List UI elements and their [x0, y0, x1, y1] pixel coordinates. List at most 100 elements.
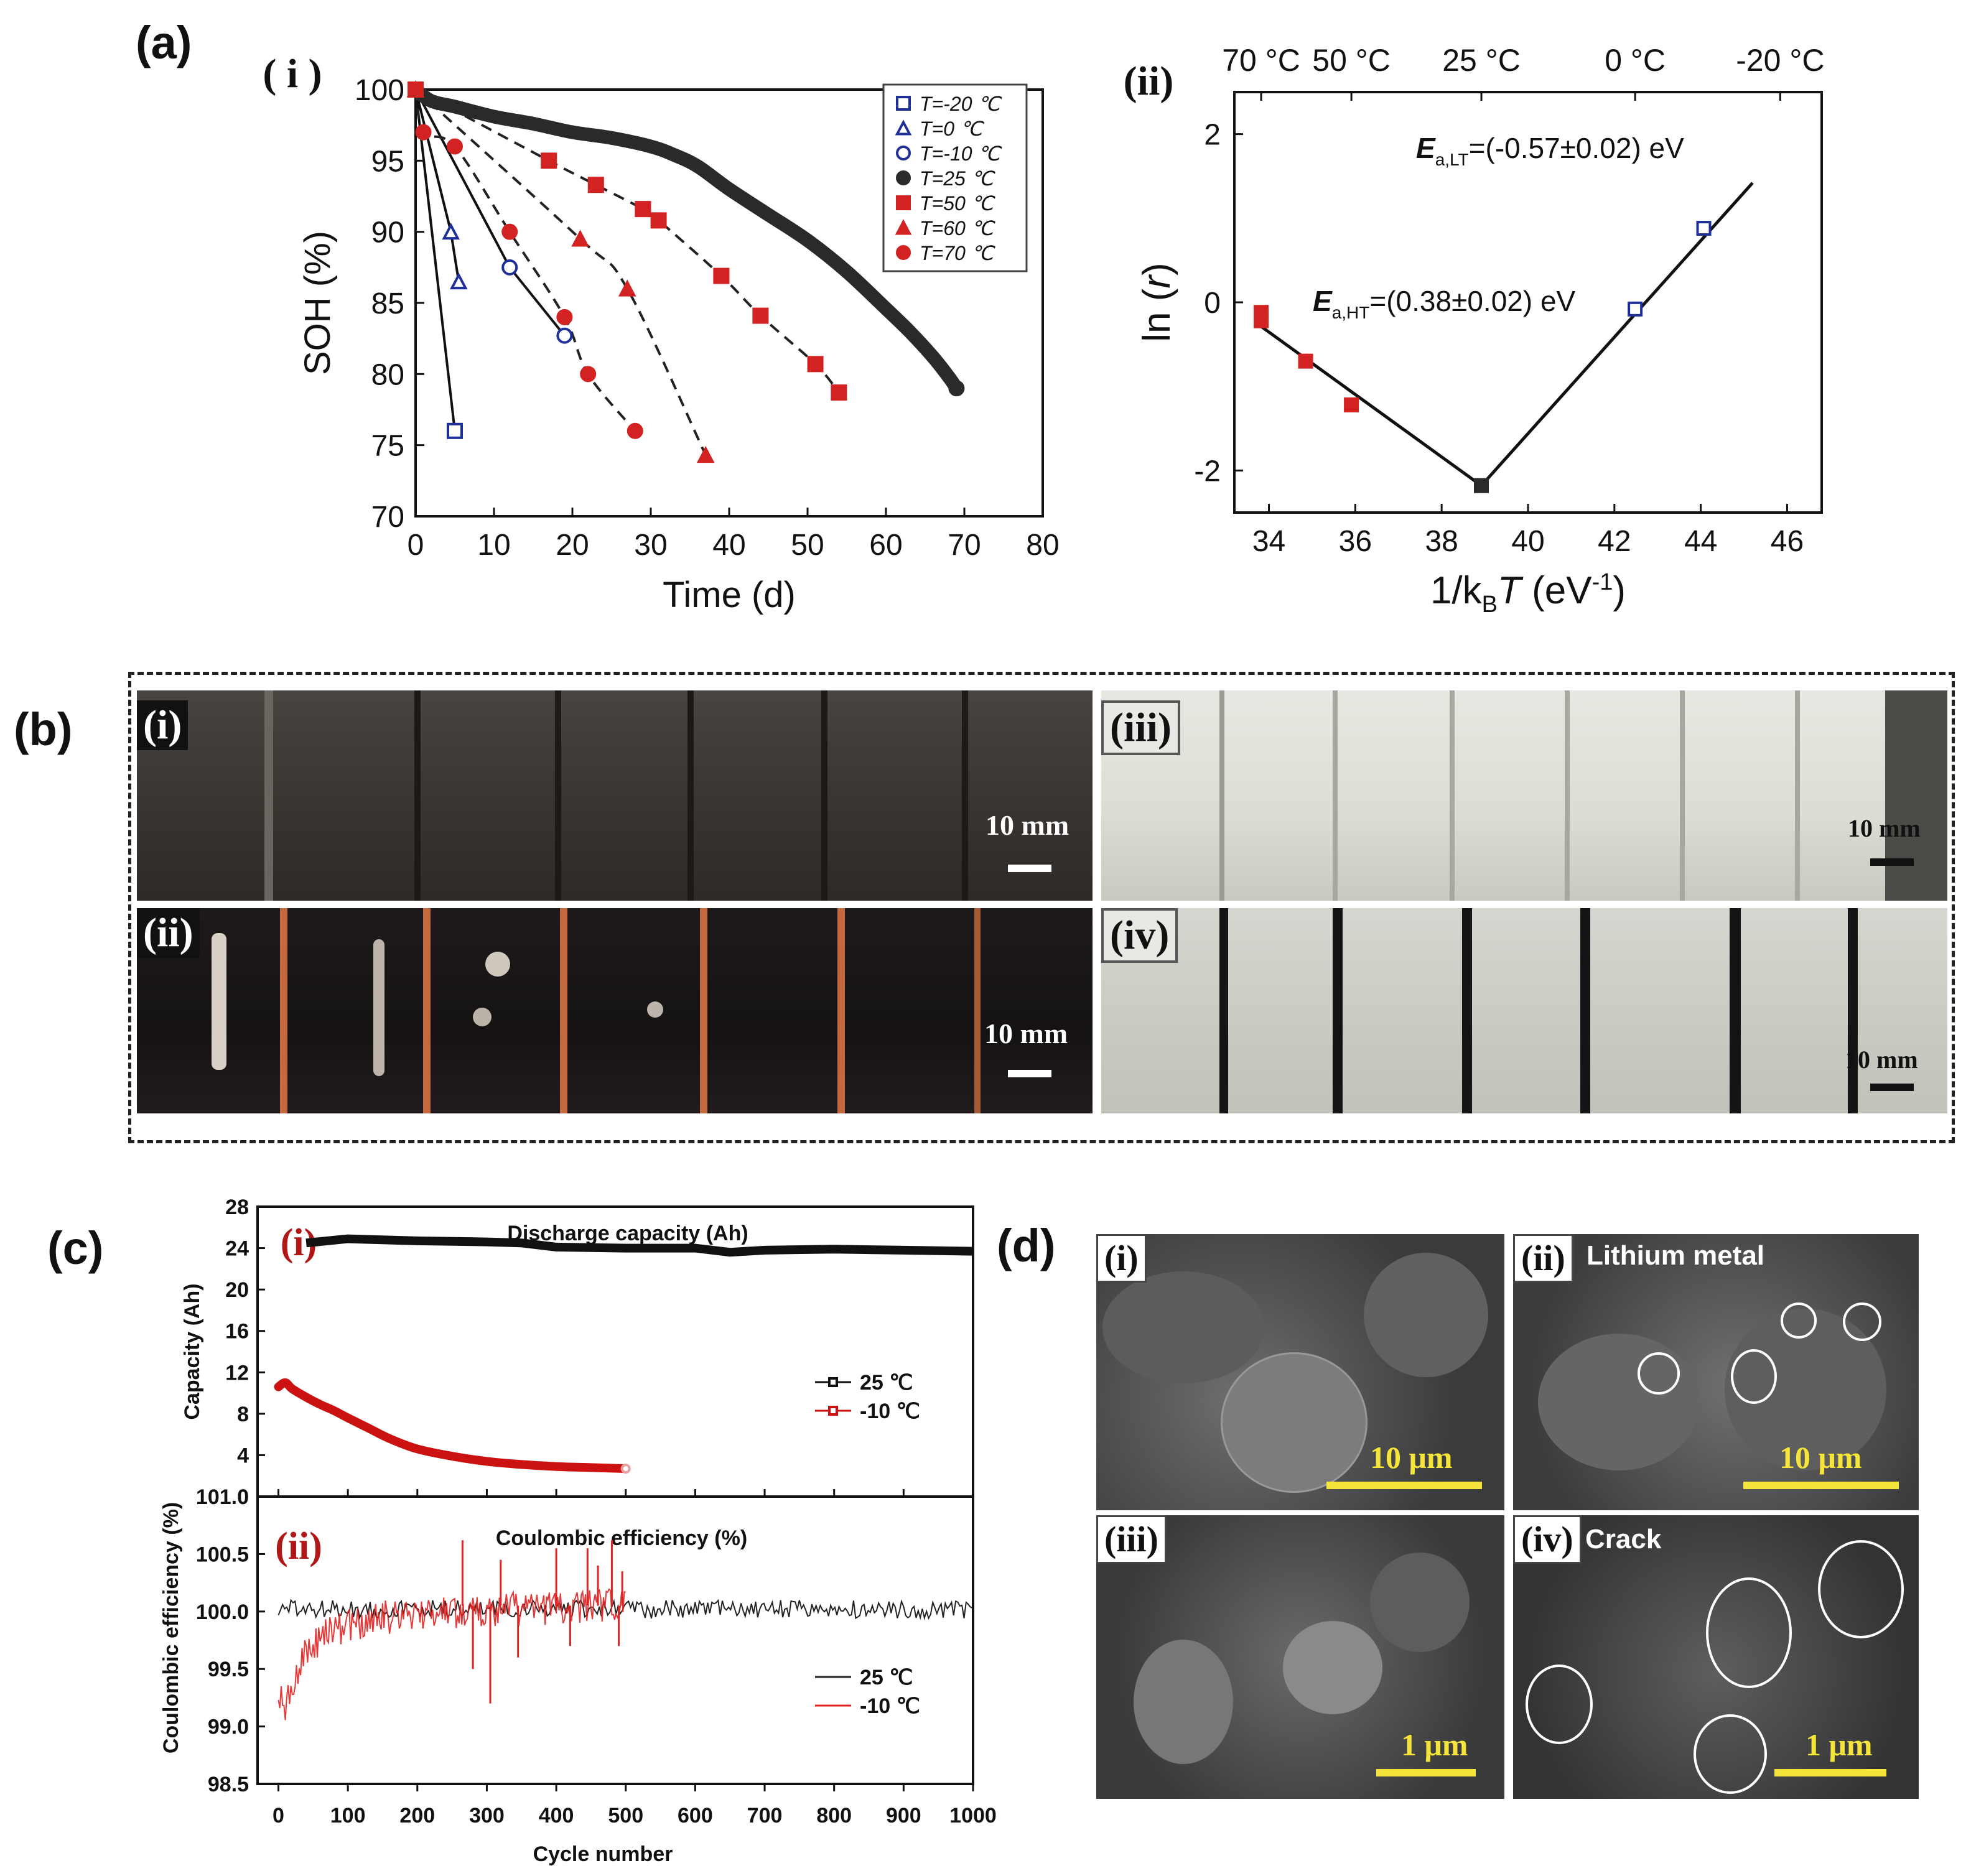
a-i-data-point	[807, 356, 824, 373]
photo-label: (iv)	[1101, 908, 1178, 963]
a-ii-data-point	[1298, 353, 1313, 369]
a-ii-top-tick-label: 70 °C	[1222, 43, 1300, 78]
a-ii-x-tick-label: 34	[1252, 525, 1285, 558]
a-i-legend-marker	[896, 245, 911, 260]
cell-divider	[1462, 908, 1472, 1113]
c-ii-x-tick-label: 1000	[949, 1804, 997, 1827]
cell-divider	[423, 908, 431, 1113]
c-ii-x-tick-label: 500	[608, 1804, 643, 1827]
a-ii-annotation-lt: Ea,LT=(-0.57±0.02) eV	[1416, 132, 1684, 169]
cell-divider	[1848, 908, 1858, 1113]
a-ii-y-axis-label-part: )	[1135, 262, 1178, 276]
c-ii-x-tick-label: 400	[539, 1804, 574, 1827]
crack-annotation: Crack	[1585, 1524, 1662, 1554]
scale-bar	[1870, 1084, 1914, 1091]
a-ii-y-axis-label: ln (r)	[1135, 262, 1178, 341]
cell-divider	[280, 908, 287, 1113]
scale-label: 10 mm	[1845, 1046, 1918, 1074]
a-i-x-tick-label: 10	[477, 529, 510, 562]
a-ii-x-tick-label: 38	[1425, 525, 1458, 558]
c-ii-x-axis-label: Cycle number	[533, 1842, 673, 1866]
a-i-data-point	[696, 445, 715, 463]
cell-divider	[1219, 908, 1228, 1113]
c-i-series-minus10C	[274, 1378, 630, 1474]
lithium-deposit	[473, 1008, 492, 1026]
c-ii-x-tick-label: 700	[747, 1804, 783, 1827]
a-i-data-point	[752, 307, 769, 324]
c-ii-x-tick-label: 800	[816, 1804, 852, 1827]
a-ii-annotation-text: =(0.38±0.02) eV	[1369, 285, 1575, 317]
a-ii-annotation-symbol: E	[1313, 285, 1333, 317]
a-i-data-point	[556, 309, 573, 325]
c-i-y-tick-label: 28	[225, 1196, 249, 1219]
a-i-data-point	[650, 212, 667, 229]
a-ii-x-tick-label: 42	[1598, 525, 1631, 558]
cell-end	[1885, 690, 1947, 901]
a-i-data-point	[449, 272, 468, 290]
a-i-legend-label: T=60 ℃	[920, 217, 996, 239]
a-ii-x-axis-label-sup: -1	[1592, 569, 1613, 595]
scale-label: 10 mm	[986, 809, 1069, 841]
cell-divider	[1219, 690, 1224, 901]
cell-divider	[1730, 908, 1741, 1113]
a-i-legend-marker	[896, 170, 911, 185]
c-i-y-tick-label: 20	[225, 1278, 249, 1302]
c-i-y-tick-label: 12	[225, 1361, 249, 1385]
scale-bar	[1326, 1482, 1482, 1489]
a-i-data-point	[571, 230, 589, 247]
lithium-deposit	[212, 933, 226, 1070]
a-ii-annotation-text: =(-0.57±0.02) eV	[1469, 132, 1684, 164]
a-ii-top-tick-label: -20 °C	[1736, 43, 1824, 78]
c-i-y-axis-label: Capacity (Ah)	[180, 1283, 204, 1419]
a-i-data-point	[713, 267, 730, 284]
c-ii-y-tick-label: 99.5	[208, 1658, 249, 1681]
sem-d-iii: (iii) 1 μm	[1096, 1515, 1504, 1799]
photo-b-ii: (ii) 10 mm	[137, 908, 1093, 1113]
photo-b-iii: (iii) 10 mm	[1101, 690, 1947, 901]
particle	[1538, 1334, 1700, 1470]
scale-bar	[1008, 1070, 1051, 1077]
c-i-y-tick-label: 8	[237, 1403, 249, 1426]
a-i-legend-label: T=-20 ℃	[920, 93, 1002, 115]
c-i-series-25C	[305, 1234, 974, 1257]
a-i-series-25C-band	[409, 83, 964, 396]
cell-divider	[1580, 908, 1590, 1113]
particle	[1134, 1640, 1233, 1764]
a-i-data-point	[447, 138, 463, 155]
a-i-x-tick-label: 70	[948, 529, 981, 562]
photo-label: (ii)	[137, 908, 200, 958]
c-i-legend-label: -10 ℃	[860, 1400, 920, 1423]
particle	[1283, 1621, 1382, 1714]
a-ii-x-axis-label-part: 1/k	[1430, 569, 1483, 612]
a-ii-annotation-sub: a,HT	[1332, 303, 1370, 322]
c-i-legend-marker	[828, 1377, 838, 1387]
a-i-data-point	[447, 422, 463, 439]
c-i-y-tick-label: 4	[237, 1444, 249, 1467]
panel-a-label: (a)	[136, 17, 192, 68]
a-ii-annotation-symbol: E	[1416, 132, 1436, 164]
crack-circle	[1706, 1577, 1792, 1688]
cell-divider	[687, 690, 694, 901]
a-i-x-tick-label: 50	[791, 529, 824, 562]
a-ii-y-axis-label-part: ln (	[1135, 288, 1178, 341]
a-i-data-point	[556, 327, 573, 344]
c-i-series-end-marker	[620, 1464, 631, 1474]
a-ii-fit-line	[1259, 182, 1754, 488]
c-i-legend-marker	[828, 1406, 838, 1416]
a-i-data-point	[501, 223, 518, 240]
sem-d-iv: (iv) Crack 1 μm	[1513, 1515, 1919, 1799]
a-i-legend-label: T=50 ℃	[920, 192, 996, 215]
particle	[1370, 1553, 1470, 1652]
a-i-x-tick-label: 0	[408, 529, 424, 562]
a-ii-x-tick-label: 40	[1511, 525, 1544, 558]
cell-divider	[700, 908, 707, 1113]
photo-label: (i)	[137, 700, 189, 750]
a-ii-x-tick-label: 36	[1339, 525, 1372, 558]
particle	[1102, 1271, 1264, 1383]
lithium-circle	[1781, 1303, 1817, 1339]
a-ii-x-axis-label-part: )	[1613, 569, 1626, 612]
c-ii-title: Coulombic efficiency (%)	[496, 1526, 747, 1550]
a-i-y-tick-label: 95	[371, 145, 404, 178]
a-i-legend-marker	[895, 219, 912, 235]
a-i-data-point	[442, 222, 460, 240]
